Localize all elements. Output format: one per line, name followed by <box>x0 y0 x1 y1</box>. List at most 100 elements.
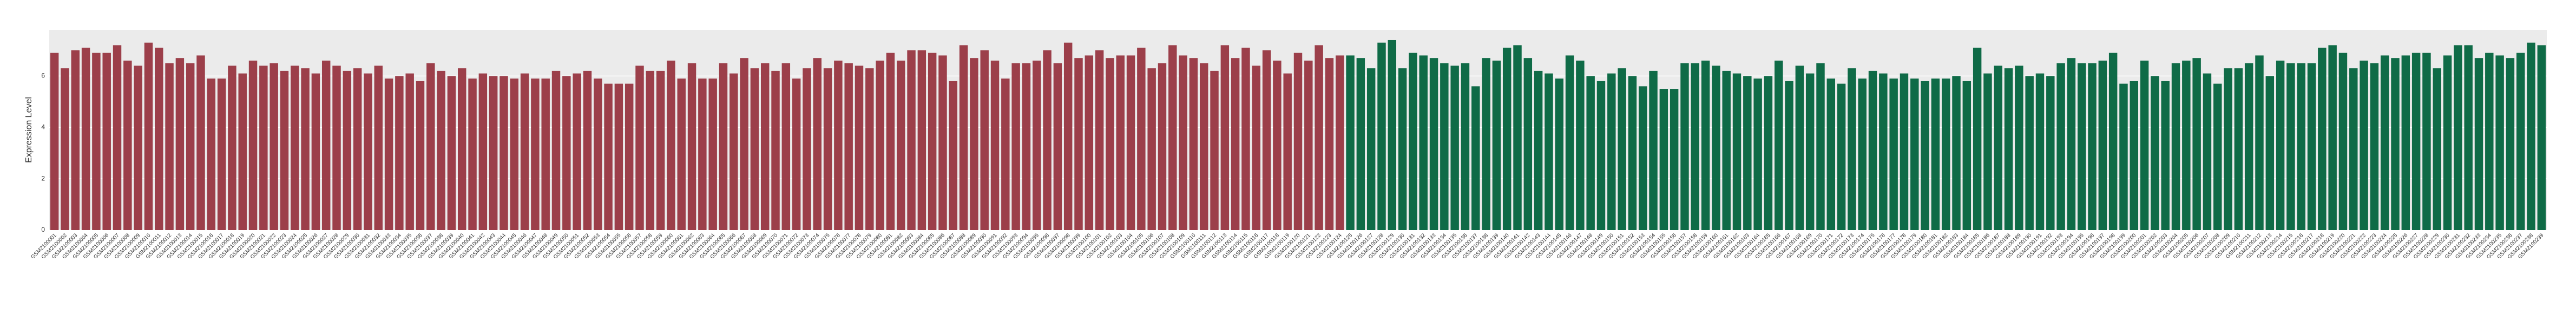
bar <box>1555 78 1563 230</box>
bar <box>1053 63 1062 231</box>
bar <box>2297 63 2305 231</box>
bar <box>1941 78 1950 230</box>
bar <box>1273 60 1282 230</box>
bar <box>2516 53 2525 230</box>
bar <box>1513 45 1522 230</box>
bar <box>374 66 383 231</box>
bar <box>2454 45 2462 230</box>
bar <box>1252 66 1260 231</box>
bar <box>343 70 352 230</box>
bar <box>1241 48 1250 230</box>
bar <box>2411 53 2421 230</box>
bar <box>2108 53 2118 230</box>
bar <box>949 81 958 230</box>
bar <box>625 83 634 230</box>
bar <box>687 63 696 231</box>
bar <box>1816 63 1825 231</box>
bar <box>2192 58 2201 230</box>
bar <box>2265 76 2275 230</box>
bar <box>447 76 456 230</box>
bar <box>510 78 519 230</box>
bar <box>2370 63 2379 231</box>
bar <box>594 78 602 230</box>
bar <box>813 58 822 230</box>
bar <box>1074 58 1083 230</box>
bar <box>980 50 989 230</box>
bar <box>834 60 843 230</box>
bar <box>876 60 884 230</box>
bar <box>2224 68 2232 231</box>
bar <box>1482 58 1490 230</box>
bar <box>405 73 414 230</box>
bar <box>1628 76 1637 230</box>
bar <box>1168 45 1177 230</box>
bar <box>280 70 289 230</box>
bar <box>2443 55 2452 230</box>
bar <box>1952 76 1961 230</box>
y-tick-label: 6 <box>41 72 45 80</box>
bar <box>1179 55 1187 230</box>
bar <box>1764 76 1773 230</box>
bar <box>803 68 811 231</box>
bar <box>635 66 644 231</box>
bar <box>656 70 665 230</box>
bar <box>81 48 90 230</box>
bar <box>865 68 874 231</box>
bar <box>551 70 561 230</box>
y-axis-label: Expression Level <box>24 97 34 163</box>
bar <box>321 60 331 230</box>
bar <box>1523 58 1533 230</box>
bar <box>1471 86 1480 230</box>
bar <box>760 63 770 231</box>
bar <box>583 70 592 230</box>
bar <box>1199 63 1208 231</box>
bar <box>1366 68 1376 231</box>
bar <box>2328 45 2337 230</box>
bar <box>1377 42 1386 230</box>
bar <box>2130 81 2138 230</box>
bar <box>2422 53 2431 230</box>
bar <box>1492 60 1501 230</box>
bar <box>1063 42 1073 230</box>
bar <box>897 60 905 230</box>
bar <box>1095 50 1104 230</box>
bar <box>646 70 655 230</box>
bar <box>2088 63 2097 231</box>
bar <box>667 60 675 230</box>
bar <box>2035 73 2045 230</box>
bar <box>1670 89 1679 230</box>
bar <box>2067 58 2076 230</box>
bar <box>426 63 435 231</box>
bar <box>1743 76 1752 230</box>
bar <box>604 83 613 230</box>
bar <box>2506 58 2515 230</box>
bar <box>1043 50 1052 230</box>
bar <box>1085 55 1094 230</box>
bar <box>2046 76 2055 230</box>
bar <box>1618 68 1626 231</box>
bar <box>1262 50 1271 230</box>
bar <box>2119 83 2128 230</box>
bar <box>2537 45 2546 230</box>
bar <box>2391 58 2400 230</box>
bar <box>1220 45 1230 230</box>
bar <box>1346 55 1355 230</box>
bar <box>781 63 791 231</box>
bar <box>677 78 686 230</box>
bar <box>959 45 968 230</box>
bar <box>1011 63 1020 231</box>
bar <box>1680 63 1689 231</box>
bar <box>1461 63 1470 231</box>
bar <box>1638 86 1647 230</box>
bar <box>520 73 529 230</box>
bar <box>1033 60 1041 230</box>
bar <box>50 53 59 230</box>
bar <box>1545 73 1553 230</box>
bar <box>468 78 477 230</box>
bar <box>990 60 1000 230</box>
bar <box>384 78 393 230</box>
bar <box>1973 48 1982 230</box>
bar <box>2025 76 2034 230</box>
bar <box>1826 78 1836 230</box>
